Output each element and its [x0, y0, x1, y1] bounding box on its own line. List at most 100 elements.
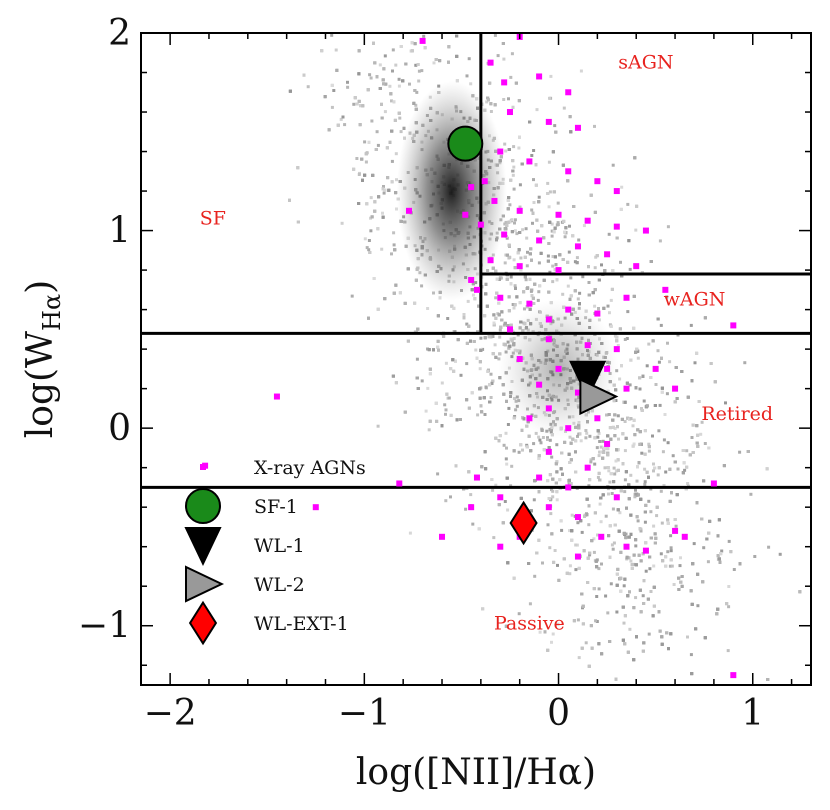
density-cell	[533, 282, 537, 286]
density-cell	[531, 211, 535, 215]
density-cell	[367, 248, 371, 252]
density-cell	[496, 54, 500, 58]
density-cell	[665, 392, 669, 396]
density-cell	[671, 454, 675, 458]
density-cell	[510, 218, 514, 222]
density-cell	[332, 89, 336, 92]
density-cell	[506, 423, 510, 426]
density-cell	[647, 632, 651, 636]
density-cell	[451, 358, 455, 362]
density-cell	[670, 491, 673, 495]
density-cell	[497, 301, 501, 305]
density-cell	[490, 381, 494, 385]
density-cell	[618, 377, 622, 381]
density-cell	[555, 223, 559, 227]
density-cell	[568, 529, 571, 533]
density-cell	[654, 383, 658, 386]
density-cell	[610, 543, 614, 547]
density-cell	[588, 551, 592, 555]
density-cell	[465, 398, 469, 402]
density-cell	[467, 57, 471, 61]
density-cell	[552, 230, 556, 234]
density-cell	[724, 401, 727, 405]
density-cell	[656, 349, 660, 353]
density-cell	[390, 180, 394, 184]
density-cell	[550, 640, 553, 644]
density-cell	[647, 499, 651, 503]
density-cell	[403, 301, 407, 305]
density-cell	[613, 413, 617, 417]
density-cell	[649, 590, 653, 593]
density-cell	[592, 537, 596, 541]
density-cell	[551, 489, 555, 493]
density-cell	[525, 443, 529, 447]
density-cell	[382, 185, 385, 188]
density-cell	[587, 293, 591, 297]
density-cell	[479, 349, 483, 352]
density-cell	[387, 188, 391, 192]
density-cell	[634, 386, 638, 390]
density-cell	[357, 173, 361, 176]
density-cell	[639, 559, 643, 563]
density-cell	[546, 437, 549, 441]
density-cell	[630, 563, 634, 567]
density-cell	[656, 317, 660, 321]
density-cell	[644, 503, 648, 507]
density-cell	[621, 432, 625, 436]
density-cell	[647, 445, 651, 449]
density-cell	[498, 277, 501, 281]
density-cell	[568, 115, 572, 119]
density-cell	[696, 572, 700, 576]
density-cell	[677, 576, 681, 580]
density-cell	[487, 335, 491, 339]
density-cell	[645, 404, 649, 408]
density-cell	[589, 624, 593, 628]
density-cell	[633, 495, 637, 499]
density-cell	[560, 451, 564, 455]
density-cell	[428, 372, 432, 376]
density-cell	[599, 450, 603, 454]
density-cell	[612, 466, 616, 470]
density-cell	[660, 635, 664, 639]
density-cell	[450, 304, 454, 308]
density-cell	[579, 439, 583, 443]
density-cell	[369, 229, 373, 233]
density-cell	[607, 232, 611, 236]
density-cell	[339, 117, 343, 121]
density-cell	[600, 263, 603, 267]
density-cell	[653, 466, 657, 470]
density-cell	[446, 317, 450, 320]
density-cell	[531, 296, 535, 300]
density-cell	[512, 258, 516, 262]
density-cell	[578, 291, 582, 295]
density-cell	[529, 247, 533, 251]
density-cell	[503, 500, 507, 503]
density-cell	[547, 242, 551, 245]
density-cell	[606, 453, 610, 457]
density-cell	[651, 434, 654, 438]
density-cell	[641, 649, 645, 653]
density-cell	[529, 509, 533, 513]
density-cell	[553, 124, 557, 128]
density-cell	[382, 82, 386, 86]
density-cell	[633, 156, 637, 160]
density-cell	[494, 483, 498, 487]
density-cell	[500, 318, 504, 322]
density-cell	[632, 606, 636, 610]
density-cell	[467, 324, 471, 328]
density-cell	[570, 529, 574, 533]
density-cell	[550, 222, 554, 226]
density-cell	[427, 428, 431, 432]
density-cell	[636, 493, 640, 497]
density-cell	[606, 434, 610, 438]
density-cell	[605, 413, 609, 417]
density-cell	[635, 204, 639, 208]
density-cell	[582, 549, 586, 553]
density-cell	[330, 105, 334, 109]
density-cell	[404, 62, 408, 66]
density-cell	[483, 413, 487, 416]
density-cell	[462, 313, 466, 316]
density-cell	[506, 207, 510, 211]
density-cell	[603, 446, 607, 450]
density-cell	[395, 207, 398, 211]
